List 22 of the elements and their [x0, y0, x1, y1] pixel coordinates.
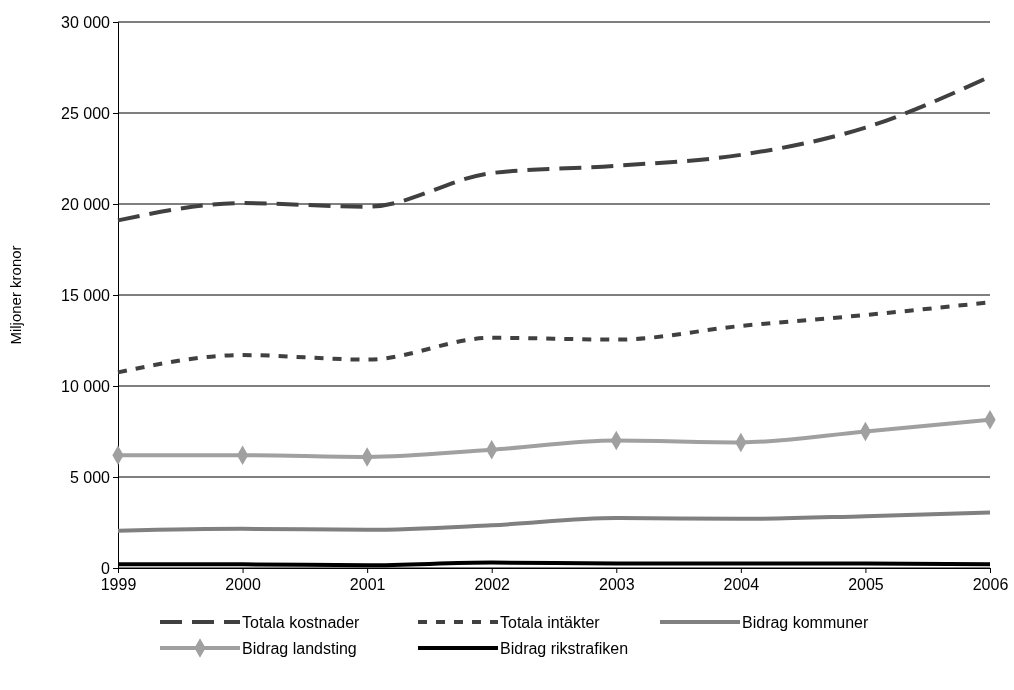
y-tick-label: 30 000 — [61, 13, 111, 31]
x-tick-label: 2002 — [474, 576, 511, 594]
y-tick-label: 10 000 — [61, 377, 111, 395]
y-tick-label: 20 000 — [61, 195, 111, 213]
x-tick-label: 2004 — [723, 576, 760, 594]
legend-label: Bidrag rikstrafiken — [500, 639, 629, 657]
x-tick-label: 2001 — [349, 576, 386, 594]
legend-label: Totala intäkter — [500, 613, 601, 631]
y-tick-label: 25 000 — [61, 104, 111, 122]
x-tick-label: 2000 — [225, 576, 261, 594]
legend-label: Bidrag landsting — [242, 639, 357, 657]
line-series — [116, 510, 992, 533]
x-tick-label: 2006 — [972, 576, 1009, 594]
y-tick-label: 0 — [101, 559, 111, 577]
y-tick-label: 15 000 — [61, 286, 111, 304]
legend-label: Bidrag kommuner — [742, 613, 869, 631]
x-tick-label: 2005 — [848, 576, 884, 594]
x-tick-label: 2003 — [598, 576, 635, 594]
y-axis-title: Miljoner kronor — [6, 245, 24, 345]
x-tick-label: 1999 — [100, 576, 137, 594]
y-tick-label: 5 000 — [69, 468, 111, 486]
legend-label: Totala kostnader — [242, 613, 361, 631]
